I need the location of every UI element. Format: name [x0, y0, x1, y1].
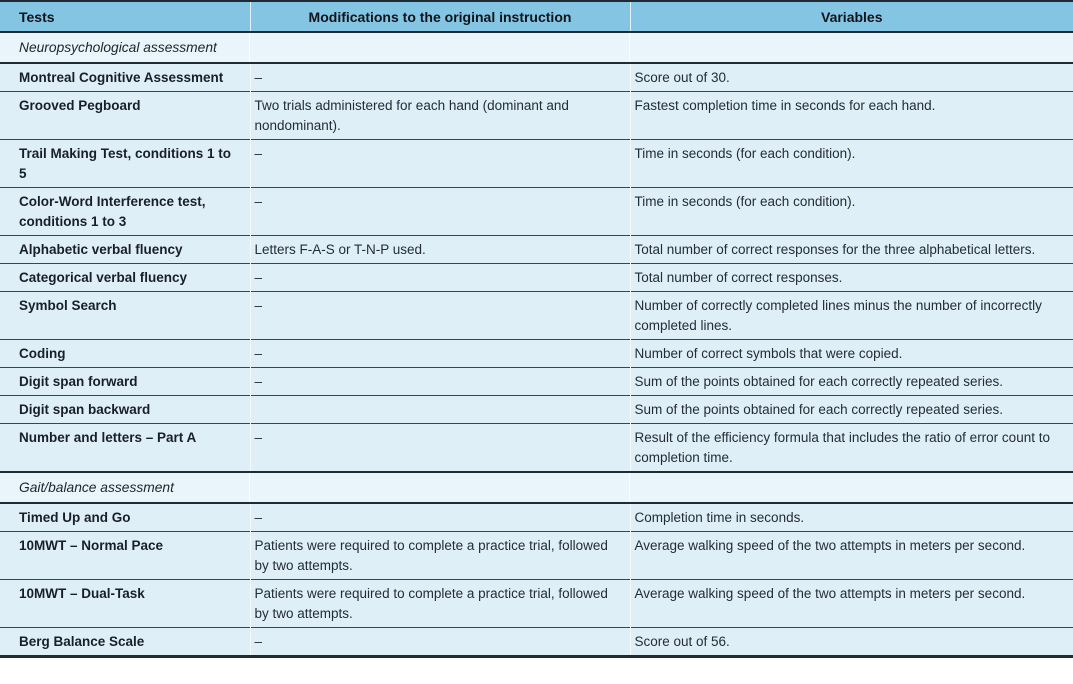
section-row: Gait/balance assessment — [0, 471, 1073, 504]
table-row: Digit span forward – Sum of the points obt… — [0, 367, 1073, 396]
variable-cell: Average walking speed of the two attempt… — [629, 579, 1073, 628]
modification-cell: – — [249, 291, 630, 340]
test-name-cell: 10MWT – Normal Pace — [0, 531, 250, 580]
test-name-cell: Alphabetic verbal fluency — [0, 235, 250, 264]
modification-cell: – — [249, 423, 630, 472]
variable-cell: Sum of the points obtained for each corr… — [629, 395, 1073, 424]
test-name-cell: Number and letters – Part A — [0, 423, 250, 472]
table-row: Alphabetic verbal fluency Letters F-A-S o… — [0, 235, 1073, 264]
modification-cell: Two trials administered for each hand (d… — [249, 91, 630, 140]
variable-cell: Total number of correct responses for th… — [629, 235, 1073, 264]
table-row: Number and letters – Part A – Result of th… — [0, 423, 1073, 472]
test-name-cell: Coding — [0, 339, 250, 368]
test-name-cell: Trail Making Test, conditions 1 to 5 — [0, 139, 250, 188]
table-row: Coding – Number of correct symbols that we… — [0, 339, 1073, 368]
test-name-cell: Timed Up and Go — [0, 502, 250, 532]
modification-cell: – — [249, 627, 630, 657]
modification-cell: – — [249, 62, 630, 92]
test-name-cell: Digit span forward — [0, 367, 250, 396]
variable-cell: Average walking speed of the two attempt… — [629, 531, 1073, 580]
table-row: Timed Up and Go – Completion time in secon… — [0, 502, 1073, 532]
table-row: Categorical verbal fluency – Total number … — [0, 263, 1073, 292]
modification-cell: Patients were required to complete a pra… — [249, 579, 630, 628]
variable-cell: Sum of the points obtained for each corr… — [629, 367, 1073, 396]
table-row: Montreal Cognitive Assessment – Score out … — [0, 62, 1073, 92]
modification-cell: – — [249, 367, 630, 396]
test-name-cell: Digit span backward — [0, 395, 250, 424]
test-name-cell: 10MWT – Dual-Task — [0, 579, 250, 628]
test-name-cell: Grooved Pegboard — [0, 91, 250, 140]
variable-cell: Completion time in seconds. — [629, 502, 1073, 532]
variable-cell: Number of correct symbols that were copi… — [629, 339, 1073, 368]
test-name-cell: Berg Balance Scale — [0, 627, 250, 657]
table-row: Digit span backward Sum of the points obt… — [0, 395, 1073, 424]
section-row: Neuropsychological assessment — [0, 31, 1073, 64]
table-row: Symbol Search – Number of correctly comple… — [0, 291, 1073, 340]
variable-cell: Number of correctly completed lines minu… — [629, 291, 1073, 340]
table-row: 10MWT – Normal Pace Patients were require… — [0, 531, 1073, 580]
assessment-table: Tests Modifications to the original inst… — [0, 0, 1073, 658]
test-name-cell: Symbol Search — [0, 291, 250, 340]
modification-cell: – — [249, 187, 630, 236]
table-header-row: Tests Modifications to the original inst… — [0, 1, 1073, 33]
table-row: Color-Word Interference test, conditions… — [0, 187, 1073, 236]
modification-cell — [249, 395, 630, 424]
modification-cell: – — [249, 502, 630, 532]
modification-cell: – — [249, 263, 630, 292]
table-row: Grooved Pegboard Two trials administered … — [0, 91, 1073, 140]
variable-cell: Score out of 30. — [629, 62, 1073, 92]
modification-cell: Patients were required to complete a pra… — [249, 531, 630, 580]
variable-cell: Result of the efficiency formula that in… — [629, 423, 1073, 472]
modification-cell: – — [249, 339, 630, 368]
modification-cell: – — [249, 139, 630, 188]
test-name-cell: Categorical verbal fluency — [0, 263, 250, 292]
test-name-cell: Color-Word Interference test, conditions… — [0, 187, 250, 236]
column-header-variables: Variables — [629, 1, 1073, 33]
section-title: Neuropsychological assessment — [0, 31, 1073, 64]
modification-cell: Letters F-A-S or T-N-P used. — [249, 235, 630, 264]
table-row: Berg Balance Scale – Score out of 56. — [0, 627, 1073, 657]
table-row: 10MWT – Dual-Task Patients were required … — [0, 579, 1073, 628]
variable-cell: Time in seconds (for each condition). — [629, 187, 1073, 236]
variable-cell: Fastest completion time in seconds for e… — [629, 91, 1073, 140]
column-header-modifications: Modifications to the original instructio… — [249, 1, 630, 33]
table-row: Trail Making Test, conditions 1 to 5– Tim… — [0, 139, 1073, 188]
variable-cell: Time in seconds (for each condition). — [629, 139, 1073, 188]
section-title: Gait/balance assessment — [0, 471, 1073, 504]
table-body: Neuropsychological assessment Montreal Co… — [0, 31, 1073, 657]
variable-cell: Total number of correct responses. — [629, 263, 1073, 292]
variable-cell: Score out of 56. — [629, 627, 1073, 657]
column-header-tests: Tests — [0, 1, 250, 33]
test-name-cell: Montreal Cognitive Assessment — [0, 62, 250, 92]
